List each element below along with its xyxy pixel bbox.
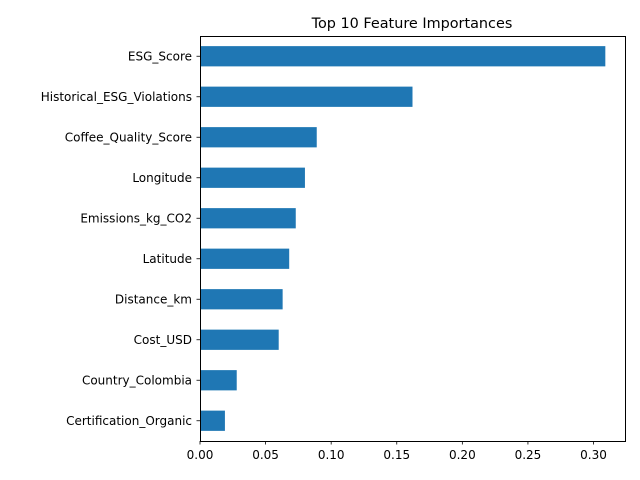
x-tick-label: 0.20: [449, 448, 476, 462]
bar-coffee-quality-score: [200, 127, 317, 148]
y-tick-label: Certification_Organic: [66, 414, 192, 428]
y-tick-label: Distance_km: [115, 292, 192, 306]
bar-latitude: [200, 248, 290, 269]
y-tick-label: Coffee_Quality_Score: [65, 130, 192, 144]
bars-group: [200, 46, 606, 431]
y-axis-ticks: ESG_Score Historical_ESG_Violations Coffee…: [41, 49, 200, 428]
x-tick-label: 0.10: [318, 448, 345, 462]
bar-country-colombia: [200, 370, 237, 391]
y-tick-label: Country_Colombia: [82, 373, 192, 387]
x-tick-label: 0.30: [580, 448, 607, 462]
x-tick-label: 0.00: [187, 448, 214, 462]
plot-frame: [200, 36, 626, 442]
x-axis-ticks: 0.00 0.05 0.10 0.15 0.20 0.25 0.30: [187, 441, 607, 462]
chart-title: Top 10 Feature Importances: [311, 16, 513, 32]
x-tick-label: 0.05: [252, 448, 279, 462]
y-tick-label: Cost_USD: [134, 333, 192, 347]
bar-esg-score: [200, 46, 606, 67]
y-tick-label: ESG_Score: [128, 49, 192, 63]
y-tick-label: Historical_ESG_Violations: [41, 90, 192, 104]
y-tick-label: Latitude: [143, 252, 192, 266]
bar-emissions-kg-co2: [200, 208, 296, 229]
y-tick-label: Longitude: [132, 171, 192, 185]
bar-longitude: [200, 167, 305, 188]
bar-cost-usd: [200, 329, 279, 350]
bar-historical-esg-violations: [200, 86, 413, 107]
bar-distance-km: [200, 289, 283, 310]
x-tick-label: 0.25: [515, 448, 542, 462]
x-tick-label: 0.15: [383, 448, 410, 462]
y-tick-label: Emissions_kg_CO2: [80, 211, 192, 225]
bar-certification-organic: [200, 410, 225, 431]
